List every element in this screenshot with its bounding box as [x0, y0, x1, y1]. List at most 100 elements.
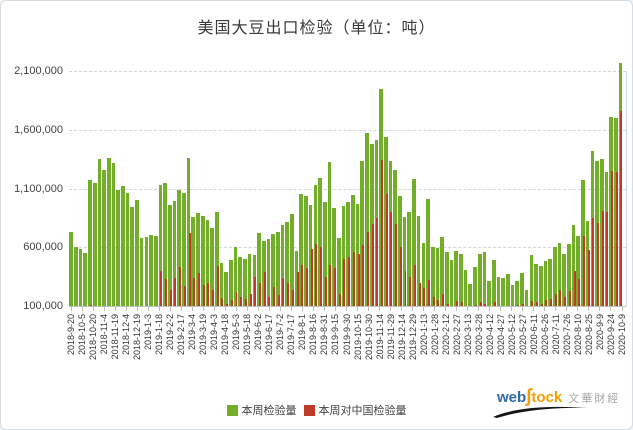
x-axis-tick	[169, 307, 171, 311]
bar-weekly-total	[322, 202, 327, 306]
x-axis-tick	[257, 307, 259, 311]
bar-weekly-total	[285, 221, 290, 306]
bar-weekly-total	[224, 271, 228, 306]
bar-weekly-total	[515, 280, 520, 306]
bar-weekly-total	[552, 246, 557, 306]
x-axis-label: 2020-4-27	[495, 314, 506, 356]
x-axis-label: 2020-7-11	[550, 314, 561, 355]
x-axis-tick	[70, 307, 72, 311]
bar-china	[601, 210, 604, 306]
bar-weekly-total	[562, 254, 567, 306]
bar-weekly-total	[139, 237, 144, 306]
bar-china	[226, 303, 229, 306]
bar-weekly-total	[182, 193, 186, 306]
bar-china	[432, 296, 435, 306]
bar-weekly-total	[459, 254, 463, 306]
bar-weekly-total	[121, 186, 125, 306]
bar-weekly-total	[275, 231, 280, 306]
legend: 本周检验量 本周对中国检验量	[1, 402, 632, 418]
x-axis-label: 2019-12-14	[396, 314, 407, 361]
x-axis-tick	[445, 307, 447, 311]
bar-weekly-total	[454, 250, 459, 306]
bar-weekly-total	[304, 195, 308, 306]
bar-weekly-total	[116, 189, 120, 306]
x-axis-label: 2020-7-26	[561, 314, 572, 356]
bar-weekly-total	[543, 260, 548, 306]
bar-china	[89, 304, 92, 306]
x-axis-tick	[412, 307, 414, 311]
bar-weekly-total	[200, 215, 205, 306]
x-axis-tick	[301, 307, 303, 311]
bar-china	[442, 294, 445, 306]
bar-weekly-total	[571, 225, 576, 306]
x-axis-tick	[268, 307, 270, 311]
x-axis-tick	[224, 307, 226, 311]
bar-china	[207, 282, 210, 306]
bar-china	[343, 259, 346, 306]
bar-china	[399, 247, 402, 306]
bar-weekly-total	[135, 200, 139, 306]
bar-weekly-total	[271, 234, 275, 306]
bar-weekly-total	[266, 238, 271, 306]
bar-weekly-total	[346, 202, 351, 306]
y-axis-label: 1,100,000	[14, 182, 63, 195]
bar-china	[606, 212, 609, 306]
bar-china	[230, 300, 233, 306]
bar-weekly-total	[97, 159, 102, 306]
x-axis-label: 2020-1-13	[418, 314, 429, 356]
bar-weekly-total	[191, 216, 196, 306]
bar-weekly-total	[468, 283, 473, 306]
bar-china	[550, 298, 553, 306]
bar-weekly-total	[412, 179, 416, 306]
x-axis-tick	[323, 307, 325, 311]
x-axis-tick	[610, 307, 612, 311]
x-axis-label: 2019-8-1	[297, 314, 308, 351]
x-axis-label: 2019-2-17	[176, 314, 187, 356]
x-axis-label: 2019-6-17	[264, 314, 275, 356]
logo-tock-text: tock	[531, 389, 563, 406]
bar-weekly-total	[233, 247, 238, 306]
bar-weekly-total	[257, 232, 261, 306]
bar-weekly-total	[538, 265, 543, 306]
x-axis-tick	[390, 307, 392, 311]
x-axis-line	[69, 306, 626, 307]
x-axis-label: 2019-7-2	[275, 314, 286, 351]
bar-weekly-total	[196, 213, 200, 306]
x-axis-label: 2019-10-30	[363, 314, 374, 361]
bar-weekly-total	[360, 160, 365, 306]
bar-china	[413, 264, 416, 306]
bar-china	[216, 266, 219, 306]
legend-item-china[interactable]: 本周对中国检验量	[303, 402, 407, 418]
bar-china	[611, 170, 614, 306]
bar-china	[554, 294, 557, 306]
bar-china	[287, 282, 290, 306]
bar-weekly-total	[482, 251, 487, 306]
bar-china	[277, 295, 280, 306]
x-axis-label: 2020-6-11	[528, 314, 539, 355]
x-axis-tick	[158, 307, 160, 311]
x-axis-label: 2020-5-27	[517, 314, 528, 356]
bar-china	[535, 302, 538, 306]
bar-weekly-total	[416, 215, 421, 306]
x-axis-tick	[555, 307, 557, 311]
x-axis-label: 2019-9-30	[341, 314, 352, 356]
bar-china	[484, 303, 487, 306]
bar-weekly-total	[247, 253, 252, 306]
y-axis-label: 600,000	[23, 241, 63, 254]
legend-item-weekly-total[interactable]: 本周检验量	[226, 402, 297, 418]
bar-china	[315, 243, 318, 306]
x-axis-label: 2019-7-17	[286, 314, 297, 356]
bar-china	[165, 278, 168, 306]
bar-china	[366, 231, 369, 306]
x-axis-label: 2018-12-19	[132, 314, 143, 361]
bar-china	[456, 301, 459, 306]
bar-weekly-total	[341, 205, 346, 306]
bar-weekly-total	[318, 177, 322, 306]
bar-china	[338, 294, 341, 306]
x-axis-label: 2019-1-18	[154, 314, 165, 356]
bar-weekly-total	[463, 270, 468, 306]
bar-weekly-total	[402, 216, 407, 306]
bar-china	[244, 298, 247, 306]
x-axis-tick	[290, 307, 292, 311]
gridline	[69, 129, 626, 131]
